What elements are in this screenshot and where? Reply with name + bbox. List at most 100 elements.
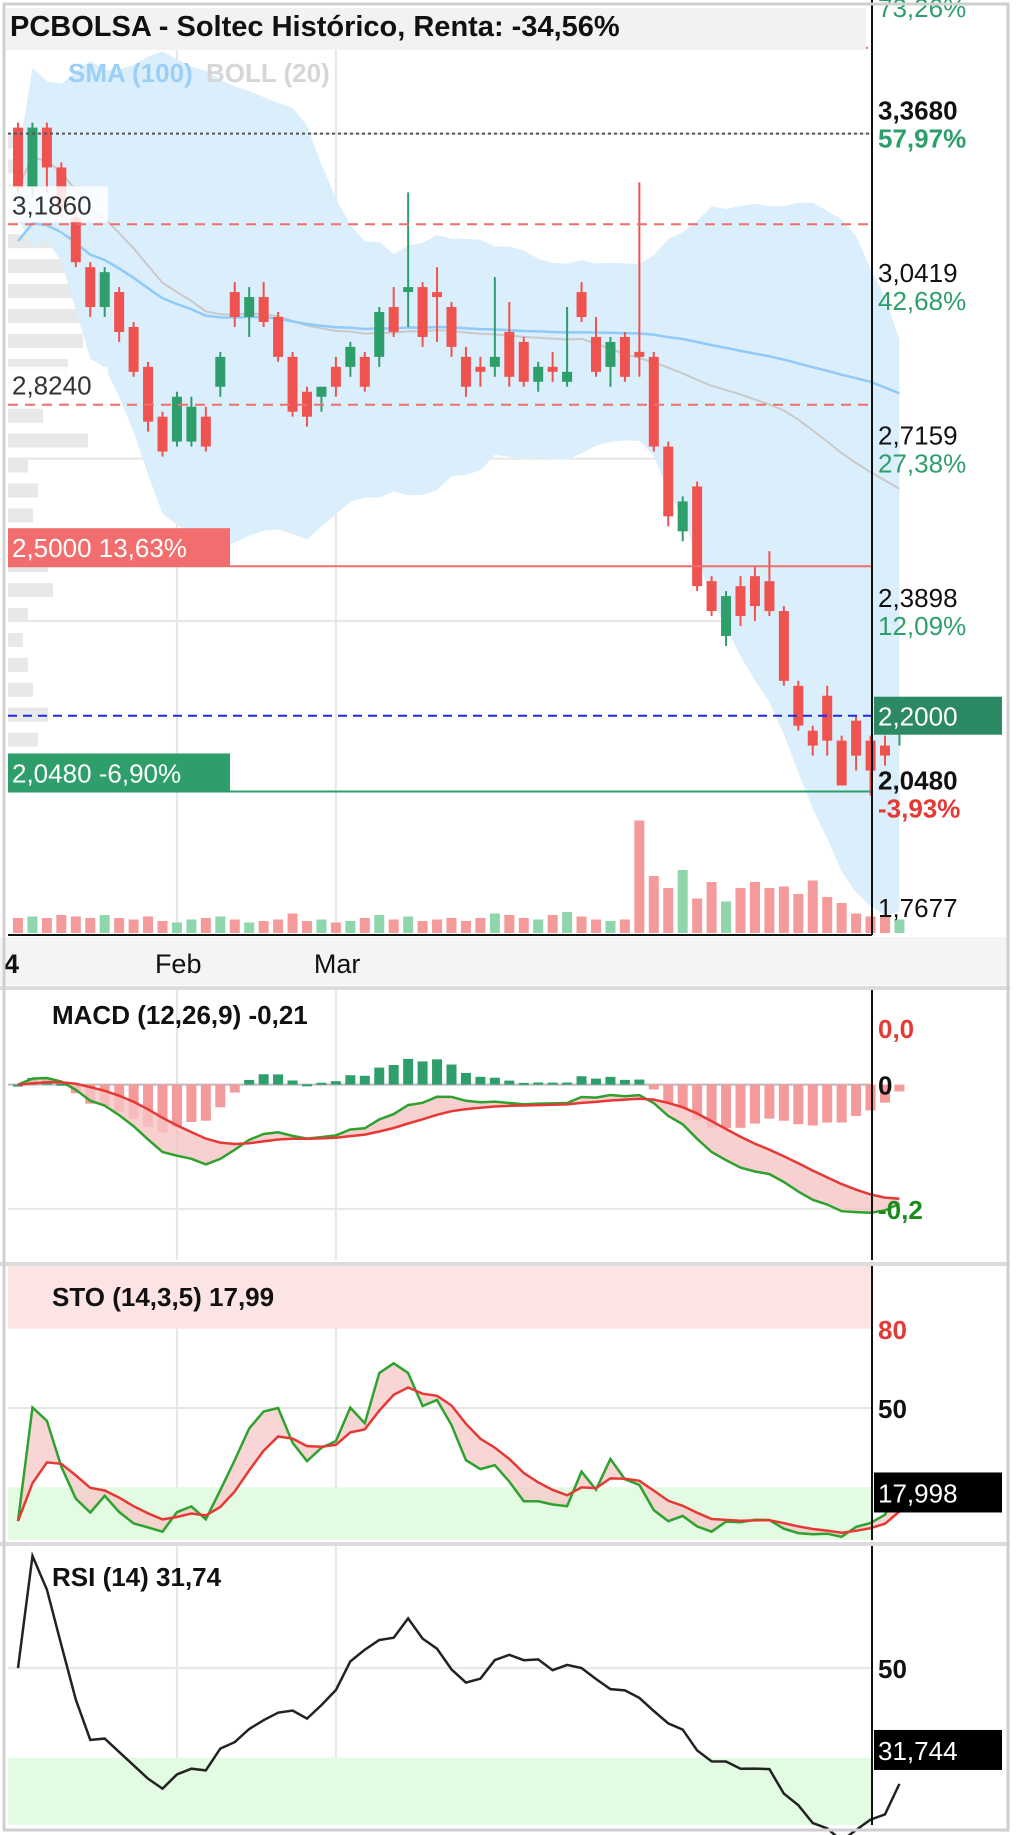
candle-body <box>70 217 81 263</box>
volume-bar <box>648 876 659 933</box>
macd-histogram-bar <box>894 1084 905 1092</box>
rsi-current-label: 31,744 <box>878 1736 958 1766</box>
volume-bar <box>27 916 38 933</box>
axis-price-label: 1,7677 <box>878 893 958 923</box>
macd-line <box>17 1076 900 1215</box>
current-price-tag <box>874 696 1002 735</box>
macd-histogram-bar <box>807 1084 818 1126</box>
macd-histogram-bar <box>764 1084 775 1119</box>
x-axis: 4 Feb Mar <box>0 937 1010 985</box>
candle-body <box>244 297 255 317</box>
volume-bar <box>13 918 23 933</box>
sto-overbought-zone <box>8 1266 872 1329</box>
volume-bar <box>475 918 486 933</box>
legend-boll: BOLL (20) <box>206 58 330 88</box>
candle-body <box>200 416 211 447</box>
sto-legend: STO (14,3,5) 17,99 <box>52 1282 274 1312</box>
candle-body <box>27 127 38 188</box>
macd-histogram-bar <box>489 1077 500 1085</box>
macd-histogram-bar <box>533 1082 544 1085</box>
left-level-label: 3,1860 <box>12 190 92 220</box>
volume-bar <box>99 915 110 933</box>
macd-histogram-bar <box>388 1065 399 1085</box>
candle-body <box>793 685 804 726</box>
candle-body <box>764 581 775 612</box>
candle-body <box>721 596 732 636</box>
candle-body <box>446 307 457 347</box>
volume-bar <box>504 915 515 933</box>
volume-profile-bar <box>8 732 38 747</box>
macd-histogram-bar <box>273 1074 284 1085</box>
axis-pct-label: 73,26% <box>878 0 966 23</box>
volume-bar <box>258 921 269 933</box>
axis-price-label: 2,7159 <box>878 421 958 451</box>
axis-pct-label: 57,97% <box>878 124 966 154</box>
macd-histogram-bar <box>692 1084 703 1121</box>
macd-fill <box>18 1078 900 1213</box>
candle-body <box>836 740 847 786</box>
volume-bar <box>432 919 443 933</box>
volume-bar <box>374 915 385 933</box>
volume-bar <box>576 916 587 933</box>
volume-bar <box>273 919 284 933</box>
volume-profile-bar <box>8 433 88 448</box>
candle-body <box>157 416 168 452</box>
ma-line <box>17 156 900 490</box>
candle-body <box>13 127 23 188</box>
volume-bar <box>215 916 226 933</box>
volume-bar <box>56 915 67 933</box>
volume-bar <box>388 919 399 933</box>
candle-body <box>215 356 226 387</box>
volume-profile-bar <box>8 309 93 323</box>
volume-bar <box>244 922 255 933</box>
macd-histogram-bar <box>13 1084 23 1087</box>
target-axis-pct: -3,93% <box>878 793 960 823</box>
sto-panel: STO (14,3,5) 17,99 80 50 17,998 <box>0 1262 1010 1540</box>
stop-label-bg <box>8 528 230 567</box>
sto-axis-label: 50 <box>878 1394 907 1424</box>
candle-body <box>273 317 284 357</box>
macd-histogram-bar <box>258 1074 269 1085</box>
candle-body <box>648 356 659 447</box>
candle-body <box>85 267 96 308</box>
candle-body <box>171 396 182 442</box>
rsi-line <box>16 1551 901 1835</box>
macd-histogram-bar <box>634 1079 645 1085</box>
volume-bar <box>822 897 833 933</box>
volume-bar <box>721 901 732 933</box>
candle-body <box>432 292 443 298</box>
macd-histogram-bar <box>417 1061 428 1085</box>
candle-body <box>533 366 544 382</box>
volume-bar <box>186 919 197 933</box>
sto-current-label: 17,998 <box>878 1478 958 1508</box>
macd-histogram-bar <box>374 1067 385 1085</box>
macd-histogram-bar <box>345 1075 356 1085</box>
x-axis-label: Feb <box>155 949 202 979</box>
macd-histogram-bar <box>330 1081 341 1085</box>
volume-bar <box>345 921 356 933</box>
axis-price-label: 3,0419 <box>878 258 958 288</box>
axis-pct-label: 12,09% <box>878 611 966 641</box>
volume-profile-bar <box>8 259 68 274</box>
volume-bar <box>778 886 789 933</box>
chart-title: PCBOLSA - Soltec Histórico, Renta: -34,5… <box>6 8 866 50</box>
volume-bar <box>807 880 818 933</box>
rsi-axis-label: 50 <box>878 1654 907 1684</box>
macd-panel: MACD (12,26,9) -0,21 0,0 0 -0,2 <box>0 986 1010 1260</box>
candle-body <box>677 501 688 532</box>
volume-bar <box>880 916 890 933</box>
macd-histogram-bar <box>706 1084 717 1128</box>
volume-bar <box>330 922 341 933</box>
macd-histogram-bar <box>302 1084 312 1087</box>
volume-bar <box>316 919 327 933</box>
volume-bar <box>143 916 154 933</box>
volume-bar <box>619 919 630 933</box>
volume-bar <box>518 918 529 933</box>
candle-body <box>735 586 746 617</box>
candle-body <box>663 446 674 517</box>
candle-body <box>807 730 818 746</box>
rsi-current-tag <box>874 1729 1002 1770</box>
volume-bar <box>793 894 804 933</box>
candle-body <box>547 366 558 372</box>
